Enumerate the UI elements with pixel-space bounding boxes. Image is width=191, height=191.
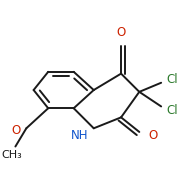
Text: NH: NH [71, 129, 88, 142]
Text: Cl: Cl [167, 73, 178, 86]
Text: O: O [148, 129, 158, 142]
Text: O: O [12, 124, 21, 137]
Text: CH₃: CH₃ [1, 150, 22, 160]
Text: Cl: Cl [167, 104, 178, 117]
Text: O: O [117, 26, 126, 39]
